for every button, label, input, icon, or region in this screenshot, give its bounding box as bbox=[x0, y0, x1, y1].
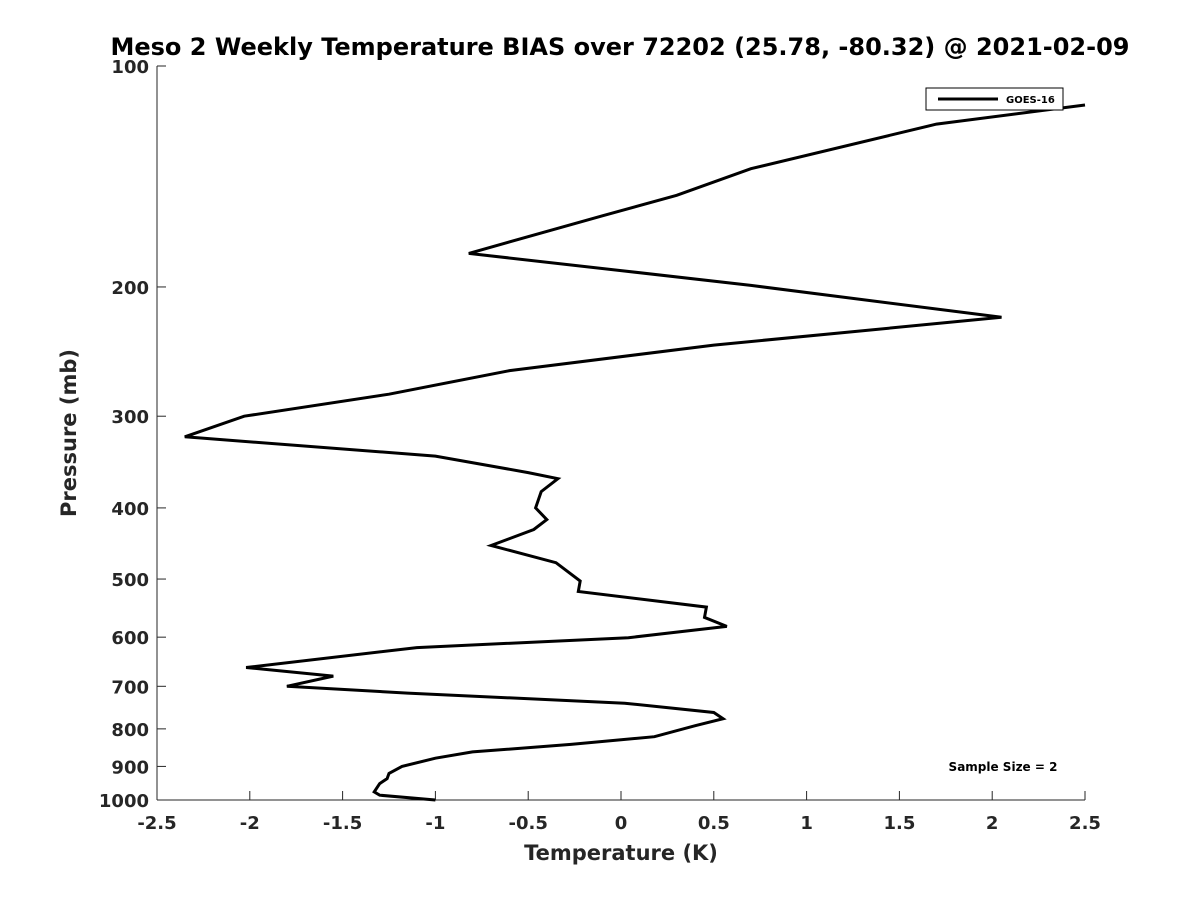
y-tick-label: 900 bbox=[111, 757, 149, 778]
x-tick-label: -1 bbox=[425, 813, 445, 834]
y-tick-label: 200 bbox=[111, 278, 149, 299]
y-tick-label: 300 bbox=[111, 407, 149, 428]
y-tick-label: 700 bbox=[111, 677, 149, 698]
x-tick-label: 2 bbox=[986, 813, 999, 834]
y-tick-label: 1000 bbox=[99, 791, 149, 812]
sample-size-annotation: Sample Size = 2 bbox=[949, 760, 1058, 774]
x-tick-label: -2.5 bbox=[137, 813, 176, 834]
x-tick-label: 1 bbox=[800, 813, 813, 834]
y-tick-label: 400 bbox=[111, 499, 149, 520]
x-tick-label: -1.5 bbox=[323, 813, 362, 834]
legend-entry-goes-16: GOES-16 bbox=[1006, 95, 1055, 106]
x-tick-label: -0.5 bbox=[509, 813, 548, 834]
x-axis-label: Temperature (K) bbox=[524, 841, 718, 865]
y-axis-label: Pressure (mb) bbox=[57, 349, 81, 517]
legend: GOES-16 bbox=[925, 87, 1064, 111]
x-tick-label: 1.5 bbox=[883, 813, 915, 834]
x-tick-label: 2.5 bbox=[1069, 813, 1101, 834]
series-group bbox=[184, 103, 1086, 802]
y-tick-label: 800 bbox=[111, 720, 149, 741]
y-ticks: 100 200 300 400 500 600 700 800 900 1000 bbox=[99, 57, 166, 812]
chart-title: Meso 2 Weekly Temperature BIAS over 7220… bbox=[110, 33, 1129, 61]
x-ticks: -2.5 -2 -1.5 -1 -0.5 0 0.5 1 1.5 2 2.5 bbox=[137, 791, 1101, 834]
series-line-goes-16 bbox=[184, 103, 1086, 802]
x-tick-label: 0.5 bbox=[698, 813, 730, 834]
y-tick-label: 600 bbox=[111, 628, 149, 649]
x-tick-label: 0 bbox=[615, 813, 628, 834]
x-tick-label: -2 bbox=[240, 813, 260, 834]
y-tick-label: 100 bbox=[111, 57, 149, 78]
y-tick-label: 500 bbox=[111, 570, 149, 591]
